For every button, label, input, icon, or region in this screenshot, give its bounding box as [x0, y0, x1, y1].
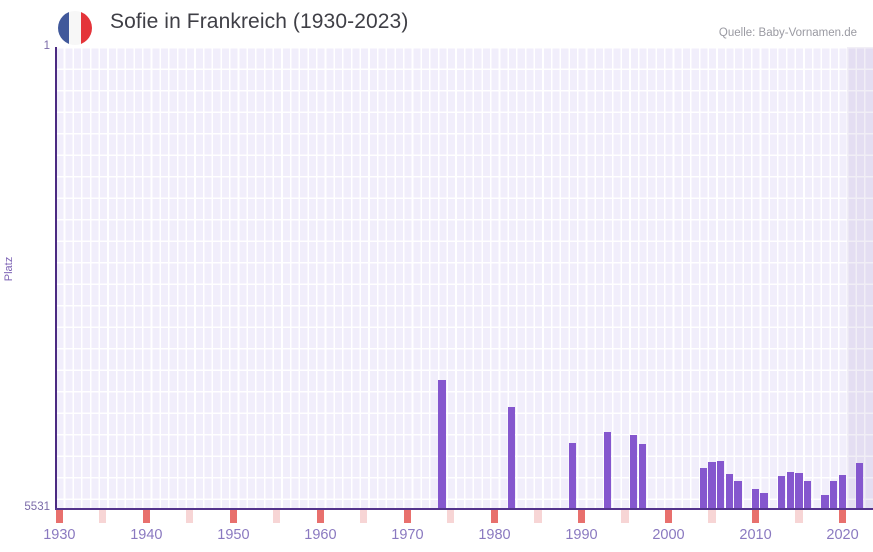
y-axis-line — [55, 47, 57, 508]
x-tick-2010 — [751, 510, 760, 523]
x-axis-label-1950: 1950 — [217, 527, 250, 543]
x-tick-1970 — [403, 510, 411, 523]
bar-2005[interactable] — [708, 462, 716, 508]
x-axis-label-1990: 1990 — [565, 527, 598, 543]
x-tick-1940 — [142, 510, 150, 523]
bar-2020[interactable] — [838, 475, 847, 508]
x-axis-label-2000: 2000 — [652, 527, 685, 543]
x-tick-1975 — [447, 510, 455, 523]
x-axis-label-1970: 1970 — [391, 527, 424, 543]
bar-1974[interactable] — [438, 380, 446, 508]
y-axis-top-tick-label: 1 — [43, 40, 50, 52]
x-axis-label-1960: 1960 — [304, 527, 337, 543]
x-axis-labels: 1930 1940 1950 1960 1970 1980 1990 2000 2010 2020 — [43, 527, 873, 549]
shaded-recent-years-region — [846, 47, 873, 508]
y-axis-bottom-tick-label: 5531 — [24, 501, 50, 513]
y-axis-title: Platz — [3, 256, 15, 282]
bar-1996[interactable] — [629, 435, 638, 508]
bar-2018[interactable] — [821, 494, 829, 508]
bar-2013[interactable] — [777, 476, 786, 508]
bar-2011[interactable] — [760, 493, 768, 508]
x-tick-1945 — [186, 510, 194, 523]
france-flag-circle-icon — [58, 11, 92, 45]
flag-stripe-blue — [58, 11, 70, 45]
bar-2007[interactable] — [725, 474, 733, 508]
chart-header: Sofie in Frankreich (1930-2023) Quelle: … — [0, 0, 873, 45]
flag-stripe-white — [69, 11, 81, 45]
bar-1989[interactable] — [569, 443, 577, 508]
bar-2015[interactable] — [795, 472, 803, 508]
source-attribution: Quelle: Baby-Vornamen.de — [718, 27, 857, 39]
x-axis-line — [55, 508, 873, 510]
bar-1997[interactable] — [638, 444, 646, 508]
bar-2006[interactable] — [716, 461, 725, 508]
x-tick-1965 — [360, 510, 368, 523]
x-tick-1985 — [534, 510, 542, 523]
x-tick-2015 — [795, 510, 803, 523]
x-tick-1980 — [490, 510, 498, 523]
x-axis-tick-band — [55, 510, 873, 523]
bar-2016[interactable] — [803, 481, 812, 508]
x-tick-1950 — [229, 510, 237, 523]
x-axis-label-1930: 1930 — [43, 527, 76, 543]
x-tick-1960 — [316, 510, 324, 523]
x-tick-1955 — [273, 510, 281, 523]
x-tick-1995 — [621, 510, 629, 523]
flag-stripe-red — [80, 11, 92, 45]
bar-series-layer — [55, 47, 873, 508]
x-tick-2005 — [708, 510, 716, 523]
x-axis-label-2020: 2020 — [826, 527, 859, 543]
bar-1993[interactable] — [603, 432, 612, 508]
x-tick-1990 — [577, 510, 586, 523]
plot-gridlines — [55, 47, 873, 508]
x-axis-label-1980: 1980 — [478, 527, 511, 543]
x-tick-1930 — [55, 510, 63, 523]
chart-title: Sofie in Frankreich (1930-2023) — [110, 10, 409, 33]
x-tick-2020 — [838, 510, 847, 523]
plot-area — [55, 47, 873, 508]
bar-2014[interactable] — [786, 472, 794, 508]
bar-2019[interactable] — [830, 481, 838, 508]
x-tick-2000 — [664, 510, 673, 523]
x-tick-1935 — [99, 510, 107, 523]
bar-1982[interactable] — [508, 406, 516, 508]
bar-2010[interactable] — [751, 489, 760, 508]
x-axis-label-1940: 1940 — [130, 527, 163, 543]
bar-2022[interactable] — [856, 462, 864, 508]
bar-2004[interactable] — [699, 468, 707, 508]
bar-2008[interactable] — [734, 481, 742, 508]
x-axis-label-2010: 2010 — [739, 527, 772, 543]
